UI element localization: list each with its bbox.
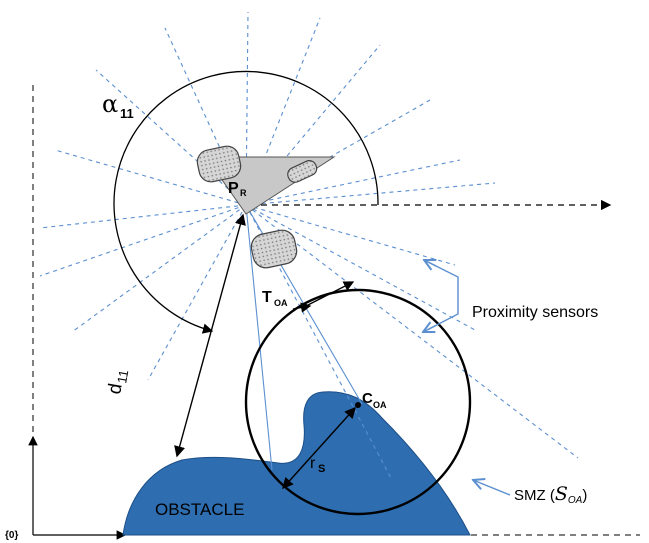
smz-subscript: OA — [568, 495, 583, 506]
normal-arrow — [305, 281, 355, 307]
tangent-label: T — [262, 289, 272, 306]
tangent-subscript: OA — [274, 298, 288, 308]
tangent-arrow — [292, 302, 312, 313]
robot: P R — [196, 145, 336, 269]
radius-label: r — [310, 455, 316, 472]
center-label: C — [362, 390, 373, 407]
smz-pointer — [473, 480, 511, 496]
sensor-ray — [95, 69, 247, 206]
smz-prefix: SMZ ( — [514, 487, 555, 504]
robot-wheel-right — [287, 160, 318, 183]
distance-subscript: 11 — [114, 369, 131, 385]
sensors-bracket-arrow-top — [424, 260, 436, 266]
sensor-ray — [245, 204, 579, 459]
alpha-subscript: 11 — [120, 106, 134, 121]
center-subscript: OA — [373, 400, 387, 410]
sensor-ray — [54, 149, 247, 206]
radius-arrow — [282, 406, 356, 490]
smz-circle — [244, 288, 472, 516]
alpha-arc — [113, 70, 379, 334]
sensor-ray — [245, 204, 273, 471]
smz-suffix: ) — [582, 487, 587, 504]
obstacle-label: OBSTACLE — [155, 500, 244, 519]
robot-wheel-bottom — [250, 229, 298, 269]
sensors-bracket — [426, 261, 459, 331]
smz-label: SMZ (SOA) — [514, 483, 587, 506]
sensor-ray — [147, 204, 247, 381]
sensor-ray — [245, 182, 496, 206]
proximity-sensors-label: Proximity sensors — [472, 304, 598, 321]
radius-subscript: S — [318, 463, 325, 475]
sensor-ray — [245, 204, 476, 331]
sensor-ray — [39, 204, 247, 229]
distance-arrow — [174, 213, 246, 458]
origin-label: {0} — [5, 530, 18, 541]
robot-wheel-left — [196, 145, 242, 183]
distance-label: d — [104, 382, 127, 396]
robot-point-subscript: R — [240, 188, 247, 198]
sensor-ray — [39, 204, 247, 277]
robot-point-label: P — [228, 180, 239, 197]
center-point — [355, 402, 361, 408]
smz-symbol: S — [555, 483, 568, 505]
sensors-bracket-arrow-bottom — [423, 326, 435, 332]
sensor-ray — [71, 204, 247, 333]
alpha-label: α — [102, 90, 118, 118]
